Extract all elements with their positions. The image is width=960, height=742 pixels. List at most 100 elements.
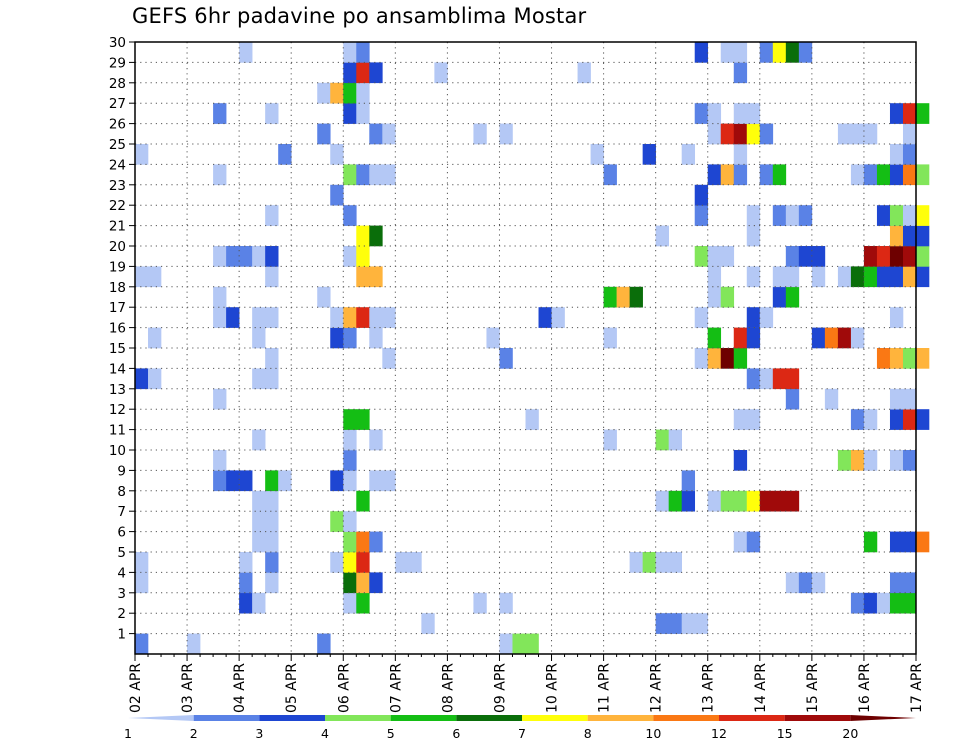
y-tick-label: 14 — [109, 361, 126, 377]
heatmap-cell — [772, 266, 787, 288]
heatmap-cell — [707, 327, 722, 349]
heatmap-cell — [148, 368, 162, 390]
heatmap-cell — [512, 633, 526, 655]
heatmap-cell — [538, 307, 552, 328]
heatmap-cell — [213, 388, 227, 410]
heatmap-cell — [356, 490, 370, 512]
legend-label: 6 — [452, 726, 460, 741]
heatmap-cell — [772, 490, 787, 512]
heatmap-cell — [863, 450, 878, 471]
legend-swatch — [784, 715, 851, 721]
x-tick-label: 04 APR — [232, 663, 248, 713]
heatmap-cells — [135, 42, 930, 655]
heatmap-cell — [343, 42, 357, 63]
x-tick-label: 07 APR — [388, 663, 404, 713]
heatmap-cell — [226, 307, 240, 328]
heatmap-cell — [876, 205, 891, 226]
heatmap-cell — [733, 450, 748, 471]
x-tick-label: 17 APR — [909, 663, 925, 713]
heatmap-cell — [395, 552, 409, 573]
legend-swatch — [456, 715, 522, 721]
heatmap-cell — [707, 123, 722, 145]
x-tick-label: 02 APR — [128, 663, 144, 713]
y-tick-label: 30 — [109, 35, 126, 51]
legend-swatch — [850, 715, 916, 721]
heatmap-cell — [343, 552, 357, 573]
heatmap-cell — [863, 592, 878, 614]
heatmap-cell — [603, 429, 617, 451]
heatmap-cell — [369, 164, 383, 186]
legend-swatch — [325, 715, 391, 721]
heatmap-cell — [798, 572, 813, 594]
heatmap-cell — [343, 531, 357, 553]
y-tick-label: 20 — [109, 239, 126, 255]
heatmap-cell — [252, 307, 266, 328]
heatmap-cell — [707, 164, 722, 186]
y-tick-label: 2 — [117, 606, 126, 622]
heatmap-cell — [343, 246, 357, 267]
heatmap-cell — [746, 490, 761, 512]
y-tick-label: 25 — [109, 137, 126, 153]
heatmap-cell — [486, 327, 500, 349]
heatmap-cell — [265, 348, 279, 369]
heatmap-cell — [746, 205, 761, 226]
heatmap-cell — [694, 184, 709, 206]
legend-label: 12 — [711, 726, 727, 741]
heatmap-cell — [343, 572, 357, 594]
heatmap-cell — [278, 144, 292, 165]
heatmap-cell — [551, 307, 565, 328]
heatmap-cell — [889, 409, 904, 430]
heatmap-cell — [148, 266, 162, 288]
legend-label: 10 — [645, 726, 661, 741]
heatmap-cell — [720, 286, 735, 308]
heatmap-cell — [226, 470, 240, 492]
heatmap-cell — [785, 205, 800, 226]
legend-swatch — [390, 715, 457, 721]
y-tick-label: 27 — [109, 96, 126, 112]
heatmap-cell — [733, 144, 748, 165]
heatmap-cell — [356, 62, 370, 84]
heatmap-cell — [356, 246, 370, 267]
heatmap-cell — [850, 592, 865, 614]
heatmap-cell — [265, 572, 279, 594]
heatmap-cell — [720, 42, 735, 63]
heatmap-cell — [252, 327, 266, 349]
heatmap-cell — [330, 307, 344, 328]
heatmap-cell — [356, 572, 370, 594]
heatmap-cell — [356, 266, 370, 288]
y-tick-label: 8 — [117, 484, 126, 500]
heatmap-cell — [916, 266, 930, 288]
heatmap-cell — [759, 490, 774, 512]
heatmap-cell — [616, 286, 630, 308]
heatmap-cell — [343, 82, 357, 104]
heatmap-cell — [356, 307, 370, 328]
heatmap-cell — [916, 246, 930, 267]
heatmap-cell — [356, 531, 370, 553]
heatmap-cell — [668, 490, 682, 512]
heatmap-cell — [850, 450, 865, 471]
y-tick-label: 6 — [117, 525, 126, 541]
heatmap-cell — [265, 531, 279, 553]
heatmap-cell — [317, 123, 331, 145]
heatmap-cell — [694, 205, 709, 226]
heatmap-cell — [733, 348, 748, 369]
heatmap-cell — [889, 103, 904, 124]
y-tick-label: 19 — [109, 259, 126, 275]
x-tick-label: 08 APR — [440, 663, 456, 713]
heatmap-cell — [369, 62, 383, 84]
heatmap-cell — [135, 144, 149, 165]
y-tick-label: 18 — [109, 280, 126, 296]
heatmap-cell — [746, 327, 761, 349]
heatmap-cell — [187, 633, 201, 655]
heatmap-cell — [850, 327, 865, 349]
legend-label: 4 — [321, 726, 329, 741]
heatmap-cell — [733, 327, 748, 349]
heatmap-cell — [733, 42, 748, 63]
heatmap-cell — [902, 531, 917, 553]
heatmap-cell — [850, 266, 865, 288]
heatmap-cell — [837, 266, 852, 288]
heatmap-cell — [252, 246, 266, 267]
heatmap-cell — [369, 266, 383, 288]
heatmap-cell — [369, 531, 383, 553]
